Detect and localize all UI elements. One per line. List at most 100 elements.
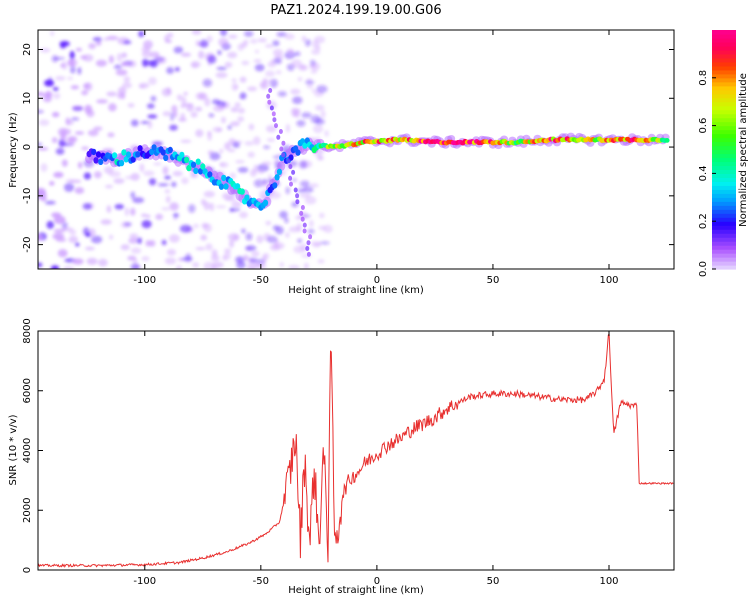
- spectrogram-noise-blob: [192, 262, 200, 268]
- spectrogram-noise-blob: [56, 238, 67, 242]
- spectrogram-noise-blob: [143, 40, 153, 49]
- spectrogram-noise-blob: [222, 255, 228, 261]
- spectrogram-noise-blob: [166, 67, 175, 74]
- ridge-cell: [91, 148, 97, 156]
- colorbar-step: [712, 145, 736, 151]
- spectrogram-noise-blob: [169, 202, 179, 211]
- spectrogram-noise-blob: [304, 196, 317, 205]
- spectrogram-noise-blob: [176, 94, 183, 101]
- spectrogram-noise-blob: [216, 66, 227, 71]
- spectrogram-noise-blob: [162, 166, 169, 175]
- colorbar-step: [712, 109, 736, 115]
- spectrogram-noise-blob: [181, 177, 189, 185]
- spectrogram-noise-blob: [80, 55, 87, 60]
- spectrogram-noise-blob: [53, 92, 61, 100]
- spectrogram-noise-blob: [72, 106, 84, 112]
- spectrogram-noise-blob: [273, 57, 282, 65]
- snr-x-axis-label: Height of straight line (km): [288, 585, 424, 596]
- ridge-tail-cell: [291, 169, 296, 175]
- spectrogram-noise-blob: [53, 215, 66, 225]
- colorbar-label: Normalized spectral amplitude: [738, 73, 749, 227]
- spectrogram-noise-blob: [74, 131, 85, 135]
- snr-x-ticks: -100 -50 0 50 100: [133, 331, 619, 587]
- spectrogram-noise-blob: [243, 39, 249, 45]
- spectrogram-noise-blob: [228, 34, 238, 39]
- ridge-cell: [163, 154, 169, 162]
- spectrogram-noise-blob: [157, 183, 169, 187]
- spectrogram-ridge: [85, 88, 670, 257]
- spectrogram-noise-blob: [286, 48, 294, 55]
- y-tick-label: -20: [22, 236, 33, 252]
- spectrogram-noise-blob: [53, 171, 64, 178]
- ridge-cell: [190, 161, 197, 168]
- spectrogram-noise-blob: [284, 217, 289, 224]
- spectrogram-noise-blob: [206, 35, 213, 43]
- spectrogram-noise-blob: [130, 173, 140, 181]
- spectrogram-noise-blob: [237, 107, 245, 114]
- spectrogram-noise-blob: [279, 210, 288, 219]
- spectrogram-noise-blob: [261, 254, 267, 264]
- spectrogram-noise-blob: [141, 58, 149, 68]
- colorbar-step: [712, 177, 736, 182]
- colorbar-step: [712, 153, 736, 159]
- spectrogram-noise-blob: [221, 116, 226, 124]
- spectrogram-noise-blob: [57, 249, 68, 258]
- ridge-tail-cell: [279, 146, 284, 152]
- colorbar-step: [712, 105, 736, 111]
- spectrogram-y-ticks: -20 -10 0 10 20: [22, 43, 674, 253]
- spectrogram-noise-blob: [292, 178, 297, 182]
- ridge-cell: [218, 183, 224, 190]
- spectrogram-noise-blob: [127, 103, 135, 108]
- spectrogram-noise-blob: [93, 171, 102, 179]
- spectrogram-noise-blob: [190, 173, 199, 178]
- spectrogram-noise-blob: [307, 228, 315, 234]
- spectrogram-noise-blob: [161, 87, 172, 97]
- ridge-tail-cell: [293, 187, 298, 193]
- spectrogram-noise-blob: [96, 99, 108, 104]
- ridge-tail-cell: [299, 210, 304, 216]
- ridge-tail-cell: [308, 234, 313, 240]
- spectrogram-noise-blob: [299, 180, 310, 188]
- spectrogram-noise-blob: [291, 107, 301, 114]
- ridge-tail-cell: [306, 240, 311, 246]
- ridge-tail-cell: [266, 93, 271, 99]
- spectrogram-noise-blob: [236, 261, 246, 269]
- spectrogram-noise-blob: [234, 102, 241, 108]
- colorbar-step: [712, 181, 736, 186]
- colorbar-step: [712, 173, 736, 178]
- spectrogram-noise-blob: [130, 263, 140, 269]
- spectrogram-noise-blob: [107, 132, 115, 138]
- colorbar-step: [712, 221, 736, 226]
- spectrogram-noise-blob: [178, 118, 187, 122]
- spectrogram-noise-blob: [231, 82, 239, 92]
- spectrogram-noise-blob: [276, 32, 288, 37]
- spectrogram-noise-blob: [195, 92, 205, 100]
- ridge-cell: [121, 149, 127, 156]
- colorbar-step: [712, 141, 736, 147]
- spectrogram-noise-blob: [95, 40, 102, 46]
- spectrogram-noise-blob: [106, 35, 119, 41]
- spectrogram-noise-blob: [185, 253, 191, 261]
- ridge-cell: [119, 159, 125, 167]
- spectrogram-noise-blob: [239, 92, 247, 100]
- colorbar-step: [712, 265, 736, 270]
- spectrogram-noise-blob: [231, 78, 237, 83]
- spectrogram-noise-blob: [38, 110, 44, 114]
- spectrogram-noise-blob: [120, 244, 130, 251]
- x-tick-label: -100: [133, 576, 156, 587]
- colorbar-step: [712, 261, 736, 266]
- snr-panel: -100 -50 0 50 100 0 2000 4000 6000 8000 Height o…: [8, 318, 675, 596]
- spectrogram-noise-blob: [141, 50, 153, 58]
- spectrogram-noise-blob: [91, 235, 103, 244]
- spectrogram-noise-blob: [108, 103, 117, 112]
- spectrogram-noise-blob: [68, 235, 79, 244]
- spectrogram-noise-blob: [148, 178, 157, 186]
- spectrogram-noise-blob: [121, 52, 128, 58]
- ridge-tail-cell: [278, 129, 283, 134]
- spectrogram-noise-blob: [224, 248, 232, 253]
- spectrogram-noise-blob: [264, 44, 274, 48]
- colorbar-step: [712, 157, 736, 163]
- snr-y-axis-label: SNR (10 * v/v): [8, 414, 19, 485]
- spectrogram-noise-blob: [188, 204, 196, 213]
- spectrogram-noise-blob: [272, 40, 280, 47]
